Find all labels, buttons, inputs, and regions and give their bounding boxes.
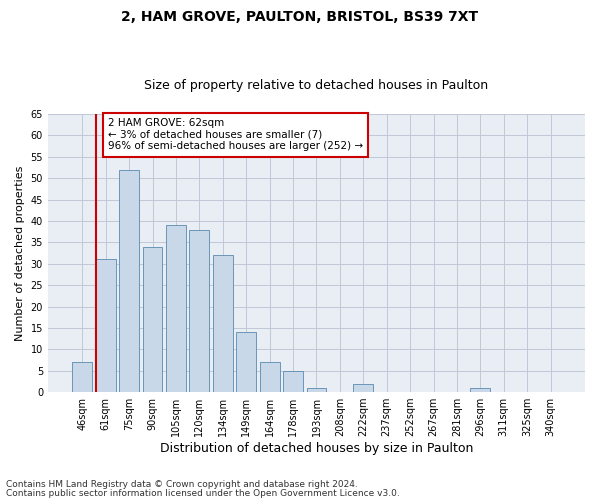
Bar	[166, 225, 186, 392]
Bar	[119, 170, 139, 392]
Text: Contains HM Land Registry data © Crown copyright and database right 2024.: Contains HM Land Registry data © Crown c…	[6, 480, 358, 489]
Bar	[236, 332, 256, 392]
Bar	[470, 388, 490, 392]
Bar	[260, 362, 280, 392]
Text: Contains public sector information licensed under the Open Government Licence v3: Contains public sector information licen…	[6, 489, 400, 498]
Bar	[307, 388, 326, 392]
Y-axis label: Number of detached properties: Number of detached properties	[15, 166, 25, 340]
Title: Size of property relative to detached houses in Paulton: Size of property relative to detached ho…	[145, 79, 488, 92]
Bar	[353, 384, 373, 392]
Text: 2 HAM GROVE: 62sqm
← 3% of detached houses are smaller (7)
96% of semi-detached : 2 HAM GROVE: 62sqm ← 3% of detached hous…	[108, 118, 363, 152]
Bar	[190, 230, 209, 392]
Text: 2, HAM GROVE, PAULTON, BRISTOL, BS39 7XT: 2, HAM GROVE, PAULTON, BRISTOL, BS39 7XT	[121, 10, 479, 24]
Bar	[73, 362, 92, 392]
X-axis label: Distribution of detached houses by size in Paulton: Distribution of detached houses by size …	[160, 442, 473, 455]
Bar	[213, 255, 233, 392]
Bar	[283, 370, 303, 392]
Bar	[96, 260, 116, 392]
Bar	[143, 246, 163, 392]
